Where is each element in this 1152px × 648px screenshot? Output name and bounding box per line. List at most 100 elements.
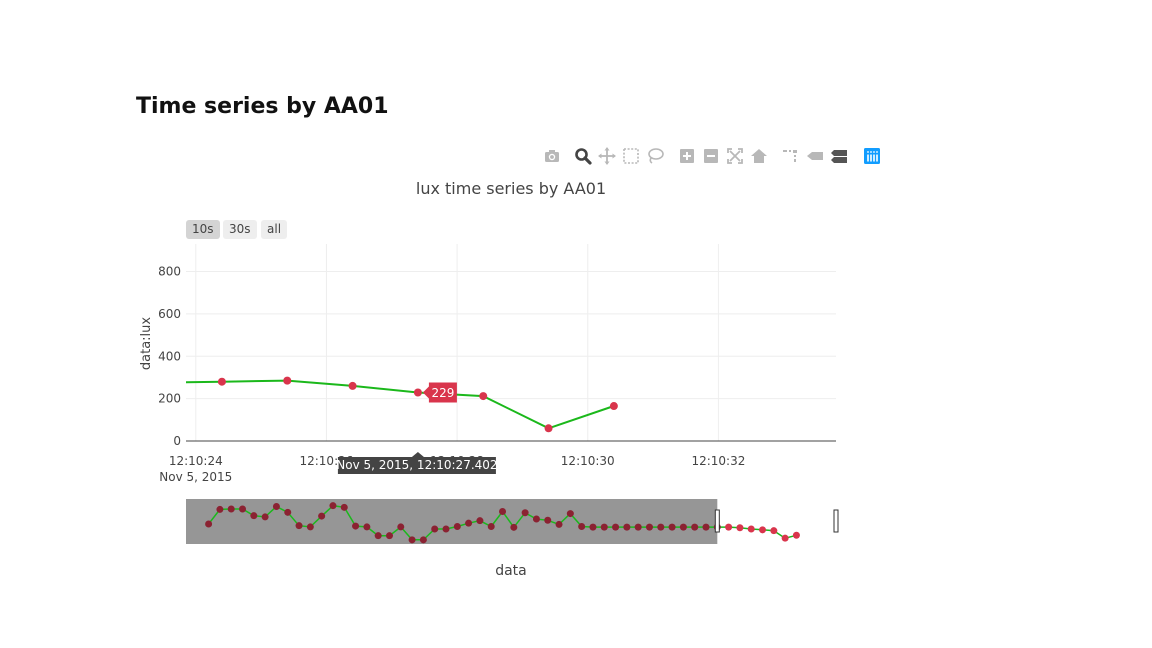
range-slider-handle-right <box>833 509 839 533</box>
range-slider-point <box>668 523 676 531</box>
series-line <box>186 379 615 430</box>
range-slider-point <box>578 523 586 530</box>
x-tick-label: 12:10:32 <box>691 454 745 468</box>
y-tick-label: 400 <box>158 349 181 363</box>
range-slider-point <box>634 523 642 531</box>
lasso-select-icon[interactable] <box>645 146 665 166</box>
x-date-label: Nov 5, 2015 <box>159 470 232 484</box>
hover-closest-icon[interactable] <box>805 146 825 166</box>
range-slider-point <box>397 523 405 531</box>
range-slider-point <box>227 505 235 513</box>
grid-lines <box>186 244 836 441</box>
range-slider-point <box>781 534 789 542</box>
range-slider-point <box>623 523 631 531</box>
chart-title: lux time series by AA01 <box>416 179 606 198</box>
range-slider-point <box>476 517 484 525</box>
range-button-all[interactable]: all <box>261 220 288 239</box>
range-slider-point <box>453 523 461 530</box>
range-slider-handle-left <box>714 509 720 533</box>
range-slider-point <box>521 509 529 517</box>
range-slider-point <box>306 523 314 531</box>
range-slider-point <box>691 523 699 531</box>
camera-icon[interactable] <box>542 146 562 166</box>
range-slider-window <box>186 499 718 544</box>
data-point <box>413 388 422 397</box>
series <box>186 376 618 433</box>
range-slider-point <box>352 522 360 530</box>
data-point <box>348 381 357 390</box>
range-slider-point <box>340 503 348 511</box>
range-slider-point <box>408 536 416 544</box>
range-button-30s[interactable]: 30s <box>223 220 257 239</box>
range-slider-point <box>216 505 224 513</box>
hover-value-box <box>422 382 457 403</box>
data-point <box>544 424 553 433</box>
range-slider-point <box>295 522 303 530</box>
hover-value-label: 229 <box>431 386 454 400</box>
axes: 020040060080012:10:2412:10:2612:10:2812:… <box>139 265 836 484</box>
modebar <box>540 146 885 166</box>
range-slider-point <box>510 523 518 531</box>
range-slider-point <box>566 510 574 518</box>
range-slider-point <box>239 505 247 513</box>
autoscale-icon[interactable] <box>725 146 745 166</box>
data-point <box>609 402 618 411</box>
range-slider-point <box>499 508 507 515</box>
range-slider-point <box>747 525 755 533</box>
range-slider-point <box>589 523 597 531</box>
range-slider-point <box>465 519 473 527</box>
range-slider-point <box>725 523 733 531</box>
range-slider-point <box>385 532 393 540</box>
range-slider-point <box>250 512 258 520</box>
spike-lines-icon[interactable] <box>780 146 800 166</box>
range-slider-point <box>770 527 778 535</box>
range-slider-point <box>759 526 767 534</box>
x-axis-title: data <box>495 563 527 579</box>
range-slider-point <box>679 523 687 531</box>
range-slider-point <box>431 525 439 533</box>
range-slider-point <box>374 532 382 540</box>
range-slider-point <box>600 523 608 531</box>
y-axis-title: data:lux <box>139 317 154 371</box>
range-slider-point <box>532 515 540 523</box>
range-button-10s[interactable]: 10s <box>186 220 220 239</box>
range-slider-point <box>442 525 450 533</box>
zoom-in-icon[interactable] <box>677 146 697 166</box>
hover-x-box <box>337 452 496 474</box>
range-slider-point <box>261 513 269 521</box>
data-point <box>217 377 226 386</box>
range-slider-point <box>205 520 213 528</box>
range-slider-point <box>736 524 744 532</box>
range-slider-point <box>657 523 665 531</box>
x-tick-label: 12:10:30 <box>561 454 615 468</box>
x-tick-label: 12:10:24 <box>169 454 223 468</box>
y-tick-label: 600 <box>158 307 181 321</box>
zoom-icon[interactable] <box>573 146 593 166</box>
range-slider-point <box>419 536 427 544</box>
page-title: Time series by AA01 <box>136 94 389 119</box>
range-slider-point <box>272 503 280 510</box>
range-slider-point <box>363 523 371 531</box>
reset-axes-icon[interactable] <box>749 146 769 166</box>
y-tick-label: 800 <box>158 265 181 279</box>
range-slider-point <box>329 502 337 510</box>
pan-icon[interactable] <box>597 146 617 166</box>
data-point <box>283 376 292 385</box>
data-point <box>479 392 488 401</box>
range-slider-point <box>612 523 620 531</box>
range-slider-point <box>555 520 563 528</box>
zoom-out-icon[interactable] <box>701 146 721 166</box>
range-slider-point <box>487 523 495 530</box>
range-slider-point <box>792 531 800 539</box>
range-slider-point <box>645 523 653 531</box>
hover-compare-icon[interactable] <box>829 146 849 166</box>
range-slider[interactable] <box>186 499 839 544</box>
range-slider-point <box>318 512 326 520</box>
range-slider-point <box>284 508 292 516</box>
y-tick-label: 0 <box>173 434 181 448</box>
y-tick-label: 200 <box>158 392 181 406</box>
labels: lux time series by AA01 229 Nov 5, 2015, 1… <box>336 179 606 579</box>
plotly-logo-icon[interactable] <box>862 146 882 166</box>
range-slider-point <box>544 516 552 524</box>
